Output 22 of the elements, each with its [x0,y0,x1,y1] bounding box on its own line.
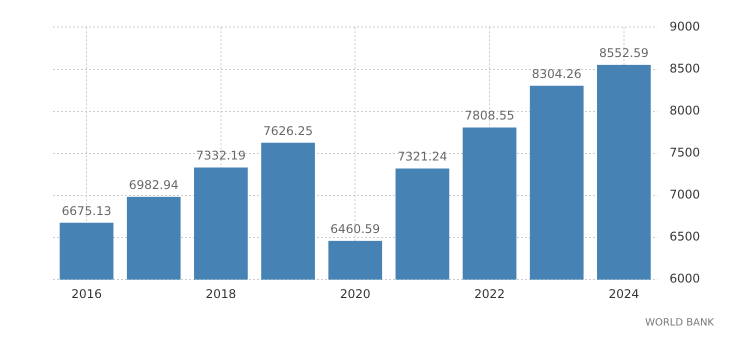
y-tick-label: 6500 [669,230,700,244]
data-label: 7808.55 [464,108,514,123]
data-label: 8304.26 [532,66,582,81]
x-tick-label: 2016 [71,286,102,301]
y-tick-label: 8500 [669,61,700,76]
data-label: 6982.94 [128,178,179,192]
y-tick-label: 6000 [669,272,700,286]
data-label: 6675.13 [62,204,112,218]
data-label: 7332.19 [196,148,246,163]
x-tick-label: 2024 [608,286,640,301]
data-label: 8552.59 [599,46,649,60]
data-label: 7321.24 [398,150,448,164]
x-tick-label: 2020 [340,286,371,301]
y-tick-label: 8000 [669,103,700,118]
x-tick-label: 2018 [206,286,236,301]
text: WORLD BANK [645,318,714,329]
data-label: 7626.25 [263,124,313,138]
y-tick-label: 9000 [669,19,700,34]
y-tick-label: 7000 [669,188,700,202]
data-label: 6460.59 [330,222,380,236]
y-tick-label: 7500 [669,146,700,160]
x-tick-label: 2022 [474,286,505,301]
